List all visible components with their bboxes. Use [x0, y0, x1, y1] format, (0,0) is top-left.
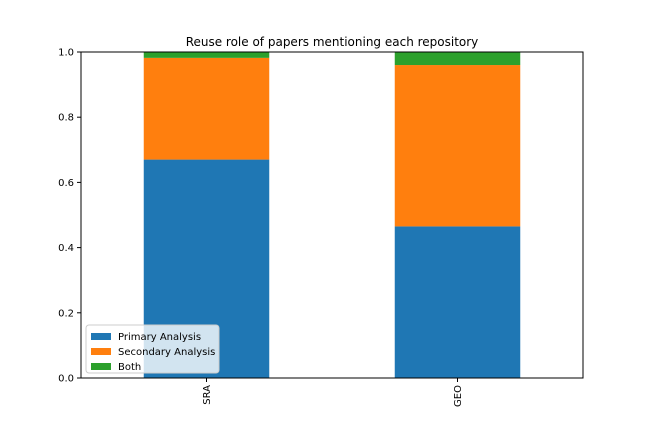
y-tick-label: 0.4: [58, 243, 74, 254]
x-tick-label: SRA: [202, 385, 213, 405]
y-tick-label: 1.0: [58, 48, 74, 59]
legend-label: Secondary Analysis: [118, 347, 215, 358]
bar-sra-secondary-analysis: [143, 57, 270, 160]
plot-frame: [80, 51, 584, 379]
bar-geo-both: [394, 52, 521, 66]
y-tick-label: 0.2: [58, 308, 74, 319]
legend: Primary Analysis Secondary Analysis Both: [85, 324, 220, 374]
legend-swatch: [91, 348, 111, 355]
y-tick-label: 0.6: [58, 178, 74, 189]
y-axis: 0.0 0.2 0.4 0.6 0.8 1.0: [58, 48, 81, 385]
bar-geo-secondary-analysis: [394, 65, 521, 227]
legend-swatch: [91, 363, 111, 370]
x-axis: SRA GEO: [202, 378, 464, 407]
legend-label: Both: [118, 362, 141, 373]
y-tick-label: 0.8: [58, 113, 74, 124]
bar-geo-primary-analysis: [394, 226, 521, 378]
legend-box: [85, 324, 220, 374]
x-tick-label: GEO: [453, 385, 464, 407]
legend-swatch: [91, 333, 111, 340]
chart-title: Reuse role of papers mentioning each rep…: [186, 35, 479, 49]
y-tick-label: 0.0: [58, 374, 74, 385]
bar-sra-both: [143, 52, 270, 58]
legend-label: Primary Analysis: [118, 332, 201, 343]
bars-group: [143, 52, 521, 378]
